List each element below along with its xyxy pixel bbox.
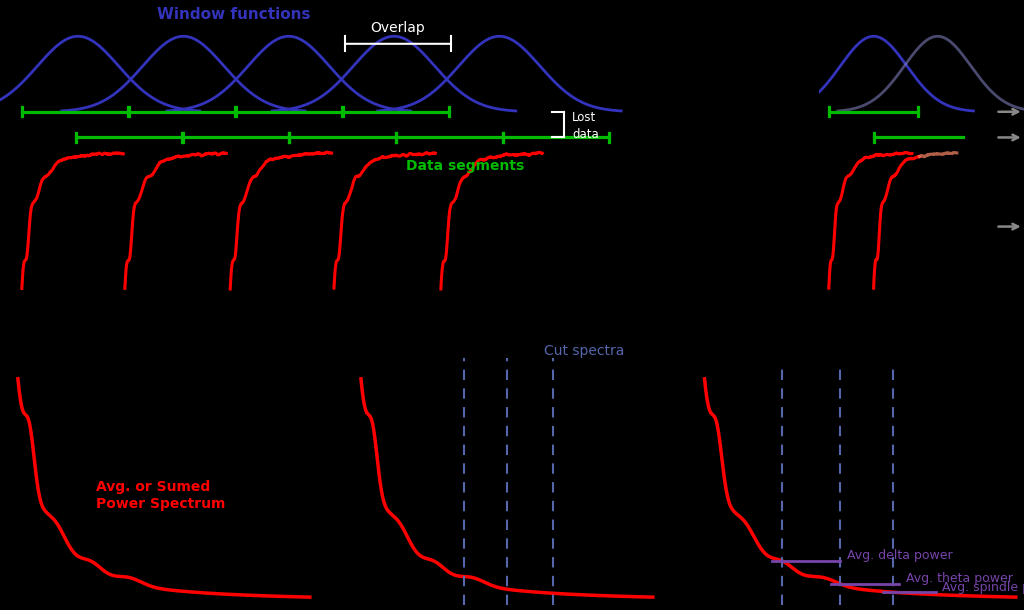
- Text: Avg. delta power: Avg. delta power: [847, 549, 952, 562]
- Text: Avg. spindle power: Avg. spindle power: [942, 581, 1024, 594]
- Text: Window functions: Window functions: [158, 7, 311, 22]
- Text: Overlap: Overlap: [371, 21, 425, 35]
- Text: Avg. theta power: Avg. theta power: [906, 572, 1013, 586]
- Text: Data segments: Data segments: [406, 159, 524, 173]
- Text: Avg. or Sumed
Power Spectrum: Avg. or Sumed Power Spectrum: [96, 480, 225, 511]
- Text: Lost: Lost: [572, 111, 596, 124]
- Text: data: data: [572, 128, 599, 141]
- Text: Cut spectra: Cut spectra: [544, 343, 624, 357]
